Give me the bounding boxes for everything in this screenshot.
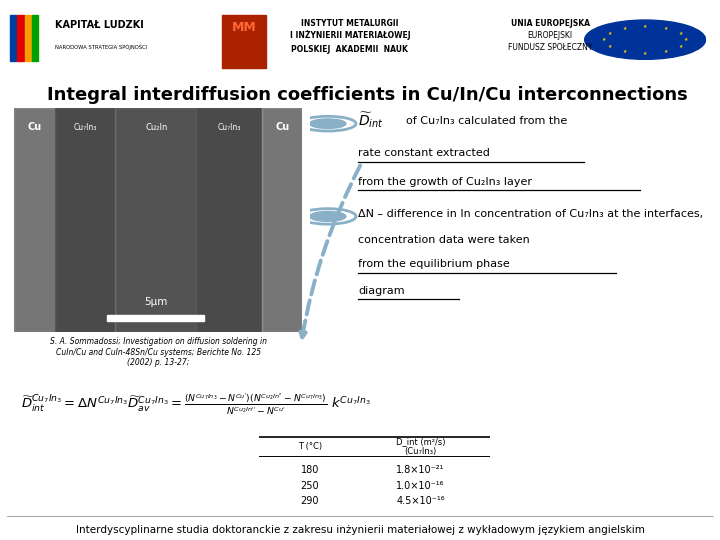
Text: ★: ★ [643, 24, 647, 29]
Text: ★: ★ [678, 31, 683, 36]
Text: 4.5×10⁻¹⁶: 4.5×10⁻¹⁶ [396, 496, 445, 506]
Bar [14, 108, 55, 332]
Text: from the growth of Cu₂In₃ layer: from the growth of Cu₂In₃ layer [358, 177, 532, 187]
Text: 1.8×10⁻²¹: 1.8×10⁻²¹ [396, 465, 445, 475]
Text: 180: 180 [301, 465, 319, 475]
Text: T (°C): T (°C) [298, 442, 322, 451]
Circle shape [585, 20, 706, 59]
Text: ★: ★ [678, 44, 683, 49]
Text: ★: ★ [622, 49, 627, 54]
Circle shape [310, 119, 346, 129]
Text: ΔN – difference in In concentration of Cu₇In₃ at the interfaces,: ΔN – difference in In concentration of C… [358, 209, 703, 219]
Text: Cu: Cu [275, 123, 289, 132]
Text: concentration data were taken: concentration data were taken [358, 235, 534, 245]
Text: I INŻYNIERII MATERIAŁOWEJ: I INŻYNIERII MATERIAŁOWEJ [289, 30, 410, 40]
Text: ★: ★ [663, 25, 668, 31]
Text: D_int (m²/s)
(Cu₇In₃): D_int (m²/s) (Cu₇In₃) [396, 437, 445, 456]
Text: ★: ★ [622, 25, 627, 31]
Text: 5μm: 5μm [144, 297, 167, 307]
Bar [196, 108, 262, 332]
Text: UNIA EUROPEJSKA: UNIA EUROPEJSKA [510, 19, 590, 28]
Text: POLSKIEJ  AKADEMII  NAUK: POLSKIEJ AKADEMII NAUK [292, 45, 408, 53]
Text: Interdyscyplinarne studia doktoranckie z zakresu inżynierii materiałowej z wykła: Interdyscyplinarne studia doktoranckie z… [76, 524, 644, 535]
Text: ★: ★ [608, 44, 612, 49]
Text: KAPITAŁ LUDZKI: KAPITAŁ LUDZKI [55, 20, 143, 30]
Bar [24, 15, 31, 60]
Text: Cu: Cu [27, 123, 42, 132]
Bar [262, 108, 302, 332]
Text: Integral interdiffusion coefficients in Cu/In/Cu interconnections: Integral interdiffusion coefficients in … [47, 86, 688, 104]
Text: rate constant extracted: rate constant extracted [358, 148, 490, 158]
Text: FUNDUSZ SPOŁECZNY: FUNDUSZ SPOŁECZNY [508, 43, 593, 52]
Bar [107, 315, 204, 321]
Bar [222, 15, 266, 68]
Text: ★: ★ [684, 37, 688, 42]
Text: EUROPEJSKI: EUROPEJSKI [528, 31, 572, 40]
Text: 250: 250 [300, 481, 319, 490]
Text: 1.0×10⁻¹⁶: 1.0×10⁻¹⁶ [396, 481, 445, 490]
Circle shape [310, 212, 346, 221]
Text: Cu₇In₃: Cu₇In₃ [217, 124, 240, 132]
Text: ★: ★ [643, 51, 647, 56]
Text: S. A. Sommadossi; Investigation on diffusion soldering in
CuIn/Cu and CuIn-48Sn/: S. A. Sommadossi; Investigation on diffu… [50, 338, 267, 367]
Text: ★: ★ [663, 49, 668, 54]
Text: $\widetilde{D}_{int}$: $\widetilde{D}_{int}$ [358, 111, 384, 130]
Text: ★: ★ [608, 31, 612, 36]
Text: 290: 290 [301, 496, 319, 506]
Bar [10, 15, 17, 60]
Text: from the equilibrium phase: from the equilibrium phase [358, 259, 510, 269]
Text: NARODOWA STRATEGIA SPÓJNOŚCI: NARODOWA STRATEGIA SPÓJNOŚCI [55, 44, 147, 50]
Text: $\widetilde{D}_{int}^{Cu_7In_3} = \Delta N^{Cu_7In_3}\widetilde{D}_{av}^{Cu_7In_: $\widetilde{D}_{int}^{Cu_7In_3} = \Delta… [21, 390, 371, 417]
Text: of Cu₇In₃ calculated from the: of Cu₇In₃ calculated from the [406, 116, 567, 125]
Bar [17, 15, 24, 60]
Text: ★: ★ [602, 37, 606, 42]
Text: diagram: diagram [358, 286, 405, 295]
Bar [32, 15, 37, 60]
Text: MM: MM [232, 21, 256, 34]
Bar [55, 108, 115, 332]
Bar [115, 108, 196, 332]
Text: INSTYTUT METALURGII: INSTYTUT METALURGII [301, 19, 399, 28]
Text: Cu₇In₃: Cu₇In₃ [73, 124, 96, 132]
Text: Cu₂In: Cu₂In [145, 124, 168, 132]
